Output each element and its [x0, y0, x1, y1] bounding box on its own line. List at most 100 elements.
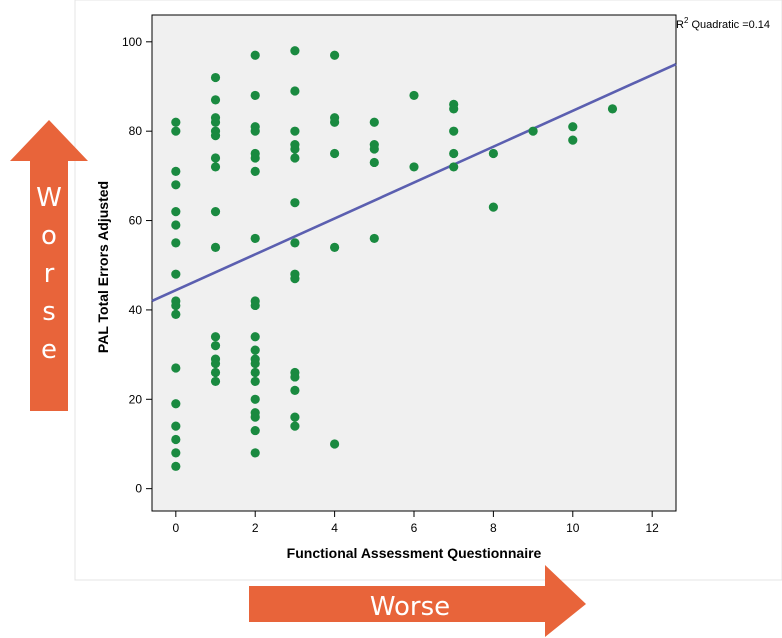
data-point — [290, 385, 300, 395]
data-point — [210, 117, 221, 127]
data-point — [171, 166, 181, 176]
data-point — [250, 153, 260, 163]
data-point — [290, 421, 300, 431]
data-point — [330, 117, 340, 127]
data-point — [369, 144, 379, 154]
vertical-arrow-label: Worse — [36, 183, 62, 365]
x-tick-label: 0 — [172, 521, 179, 535]
data-point — [171, 309, 181, 319]
data-point — [369, 233, 379, 244]
data-point — [568, 122, 578, 132]
data-point — [171, 434, 181, 445]
up-arrow-shape — [10, 120, 88, 411]
data-point — [171, 448, 181, 458]
data-point — [290, 126, 300, 136]
horizontal-arrow-label: Worse — [370, 592, 450, 622]
data-point — [290, 198, 300, 208]
data-point — [210, 153, 221, 163]
y-tick-label: 0 — [135, 482, 142, 496]
data-point — [488, 148, 498, 159]
data-point — [290, 274, 300, 284]
data-point — [250, 345, 260, 355]
plot-area — [151, 14, 677, 512]
x-tick-label: 4 — [331, 521, 338, 535]
data-point — [171, 399, 181, 409]
vertical-arrow-letter: s — [42, 297, 56, 327]
data-point — [210, 131, 221, 141]
data-point — [568, 135, 578, 145]
y-tick-label: 40 — [129, 303, 143, 317]
data-point — [250, 90, 260, 101]
vertical-worse-arrow: Worse — [10, 120, 88, 411]
data-point — [290, 412, 300, 422]
data-point — [171, 238, 181, 248]
data-point — [210, 242, 221, 252]
x-tick-label: 10 — [566, 521, 580, 535]
data-point — [290, 144, 300, 154]
x-axis-title: Functional Assessment Questionnaire — [287, 545, 542, 561]
x-tick-label: 12 — [646, 521, 660, 535]
data-point — [210, 95, 221, 105]
data-point — [250, 332, 260, 342]
data-point — [330, 242, 340, 252]
y-tick-label: 60 — [129, 214, 143, 228]
x-tick-label: 2 — [252, 521, 259, 535]
data-point — [409, 90, 419, 101]
data-point — [449, 162, 459, 172]
y-tick-label: 80 — [129, 124, 143, 138]
vertical-arrow-letter: e — [41, 335, 57, 365]
data-point — [250, 394, 260, 404]
data-point — [369, 157, 379, 168]
data-point — [290, 46, 300, 56]
data-point — [330, 439, 340, 449]
data-point — [488, 202, 498, 212]
data-points — [171, 46, 618, 471]
data-point — [250, 425, 260, 436]
data-point — [250, 367, 260, 378]
data-point — [171, 363, 181, 373]
data-point — [607, 104, 618, 114]
data-point — [210, 162, 221, 172]
data-point — [250, 358, 260, 369]
data-point — [449, 104, 459, 114]
data-point — [250, 233, 260, 244]
data-point — [528, 126, 538, 136]
data-point — [290, 86, 300, 96]
data-point — [330, 50, 340, 60]
fit-line — [151, 62, 677, 303]
data-point — [250, 300, 260, 311]
y-tick-label: 20 — [129, 392, 143, 406]
y-tick-label: 100 — [122, 35, 142, 49]
data-point — [171, 421, 181, 431]
vertical-arrow-letter: r — [44, 259, 55, 289]
data-point — [210, 207, 221, 217]
data-point — [210, 332, 221, 342]
data-point — [250, 126, 260, 136]
data-point — [171, 461, 181, 471]
x-tick-label: 8 — [490, 521, 497, 535]
data-point — [449, 148, 459, 159]
y-axis-title: PAL Total Errors Adjusted — [95, 181, 111, 353]
data-point — [171, 207, 181, 217]
data-point — [250, 50, 260, 60]
data-point — [290, 238, 300, 248]
data-point — [290, 372, 300, 382]
x-axis: 0 2 4 6 8 10 12 — [172, 511, 659, 535]
data-point — [330, 148, 340, 159]
data-point — [250, 376, 260, 387]
data-point — [210, 367, 221, 378]
data-point — [409, 162, 419, 172]
vertical-arrow-letter: W — [36, 183, 62, 213]
data-point — [449, 126, 459, 136]
data-point — [210, 341, 221, 351]
x-tick-label: 6 — [411, 521, 418, 535]
y-axis: 0 20 40 60 80 100 — [122, 35, 152, 496]
data-point — [210, 358, 221, 369]
horizontal-worse-arrow: Worse — [249, 565, 586, 637]
data-point — [250, 412, 260, 422]
data-point — [171, 269, 181, 279]
data-point — [369, 117, 379, 127]
data-point — [171, 300, 181, 311]
data-point — [171, 220, 181, 230]
